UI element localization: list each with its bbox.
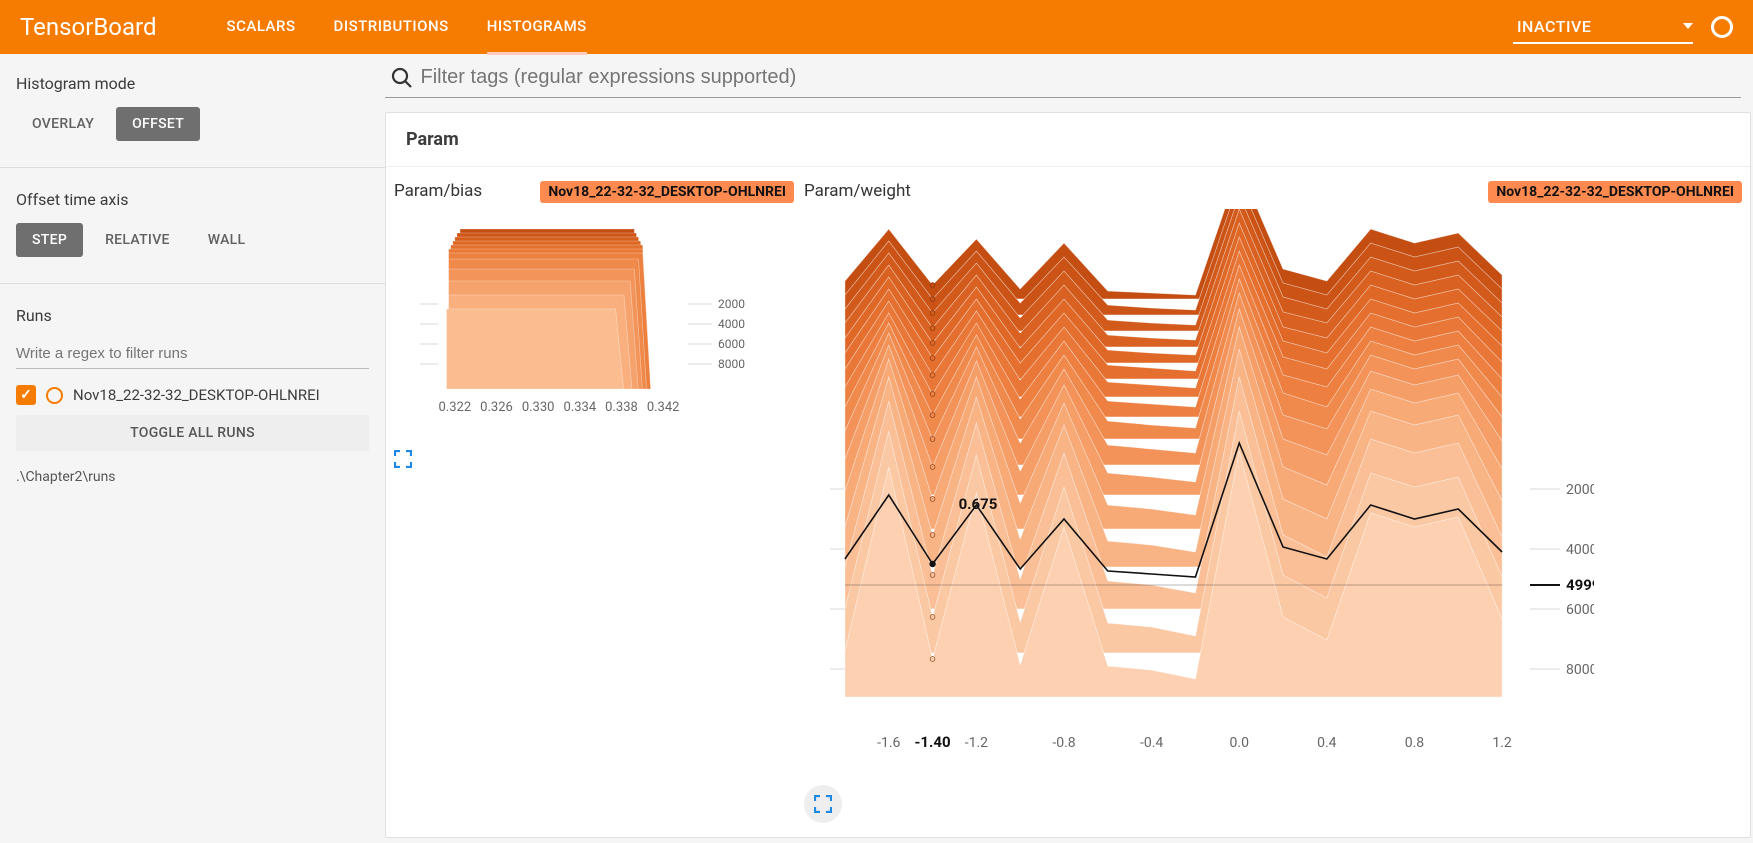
run-row[interactable]: ✓ Nov18_22-32-32_DESKTOP-OHLNREI: [16, 385, 369, 405]
divider: [0, 167, 385, 168]
expand-icon: [814, 795, 832, 813]
axis-step-button[interactable]: STEP: [16, 223, 83, 257]
svg-text:2000: 2000: [1566, 482, 1594, 498]
runs-filter-input[interactable]: [16, 339, 369, 369]
run-name: Nov18_22-32-32_DESKTOP-OHLNREI: [73, 386, 320, 404]
run-chip: Nov18_22-32-32_DESKTOP-OHLNREI: [540, 181, 794, 203]
checkbox-checked-icon[interactable]: ✓: [16, 385, 36, 405]
reload-icon[interactable]: [1711, 16, 1733, 38]
mode-offset-button[interactable]: OFFSET: [116, 107, 200, 141]
tag-filter-bar: [385, 54, 1741, 98]
svg-text:8000: 8000: [718, 357, 745, 371]
inactive-plugins-select[interactable]: INACTIVE: [1513, 11, 1693, 44]
svg-text:6000: 6000: [1566, 602, 1594, 618]
svg-text:-0.4: -0.4: [1140, 735, 1163, 751]
chart-bias: Param/bias Nov18_22-32-32_DESKTOP-OHLNRE…: [394, 181, 794, 823]
main-content: Param Param/bias Nov18_22-32-32_DESKTOP-…: [385, 54, 1753, 843]
expand-icon[interactable]: [394, 450, 794, 468]
axis-wall-button[interactable]: WALL: [192, 223, 262, 257]
svg-text:1.2: 1.2: [1492, 735, 1512, 751]
chart-weight-plot[interactable]: 2000 4000 6000 8000 0.675 4999 -1.6 -1.2 -0.8 -0.…: [804, 209, 1594, 779]
logo: TensorBoard: [20, 13, 157, 41]
svg-text:-1.2: -1.2: [965, 735, 988, 751]
chart-bias-title: Param/bias: [394, 181, 482, 201]
app-header: TensorBoard SCALARS DISTRIBUTIONS HISTOG…: [0, 0, 1753, 54]
divider: [0, 283, 385, 284]
svg-text:0.675: 0.675: [959, 495, 998, 513]
offset-axis-group: STEP RELATIVE WALL: [16, 223, 369, 257]
svg-text:0.4: 0.4: [1317, 735, 1337, 751]
run-color-swatch: [46, 387, 63, 404]
svg-text:0.0: 0.0: [1230, 735, 1250, 751]
chart-weight-title: Param/weight: [804, 181, 911, 201]
svg-text:8000: 8000: [1566, 662, 1594, 678]
svg-text:0.334: 0.334: [564, 400, 597, 415]
tab-histograms[interactable]: HISTOGRAMS: [487, 0, 587, 55]
param-card: Param Param/bias Nov18_22-32-32_DESKTOP-…: [385, 112, 1751, 838]
chevron-down-icon: [1683, 23, 1693, 29]
offset-axis-label: Offset time axis: [16, 190, 369, 209]
svg-text:-0.8: -0.8: [1052, 735, 1075, 751]
svg-text:0.338: 0.338: [605, 400, 638, 415]
expand-button[interactable]: [804, 785, 842, 823]
search-icon: [391, 67, 413, 89]
svg-text:2000: 2000: [718, 297, 745, 311]
svg-text:0.326: 0.326: [480, 400, 513, 415]
sidebar: Histogram mode OVERLAY OFFSET Offset tim…: [0, 54, 385, 843]
inactive-label: INACTIVE: [1517, 17, 1591, 36]
svg-text:6000: 6000: [718, 337, 745, 351]
tab-distributions[interactable]: DISTRIBUTIONS: [334, 0, 449, 55]
run-chip: Nov18_22-32-32_DESKTOP-OHLNREI: [1488, 181, 1742, 203]
card-title: Param: [386, 113, 1750, 167]
header-tabs: SCALARS DISTRIBUTIONS HISTOGRAMS: [227, 0, 587, 55]
svg-text:0.322: 0.322: [439, 400, 472, 415]
svg-text:4000: 4000: [718, 317, 745, 331]
svg-text:0.342: 0.342: [647, 400, 680, 415]
axis-relative-button[interactable]: RELATIVE: [89, 223, 186, 257]
chart-bias-plot[interactable]: 2000 4000 6000 8000 0.322 0.326 0.330 0.334 0.33…: [394, 209, 764, 444]
svg-text:4000: 4000: [1566, 542, 1594, 558]
runs-label: Runs: [16, 306, 369, 325]
svg-text:-1.40: -1.40: [915, 733, 951, 751]
tab-scalars[interactable]: SCALARS: [227, 0, 296, 55]
chart-weight: Param/weight Nov18_22-32-32_DESKTOP-OHLN…: [804, 181, 1742, 823]
svg-text:-1.6: -1.6: [877, 735, 900, 751]
svg-text:4999: 4999: [1566, 576, 1594, 594]
svg-text:0.330: 0.330: [522, 400, 555, 415]
runs-path: .\Chapter2\runs: [16, 469, 369, 485]
svg-text:0.8: 0.8: [1405, 735, 1425, 751]
toggle-all-runs-button[interactable]: TOGGLE ALL RUNS: [16, 415, 369, 451]
histogram-mode-label: Histogram mode: [16, 74, 369, 93]
tag-filter-input[interactable]: [421, 66, 1735, 89]
mode-overlay-button[interactable]: OVERLAY: [16, 107, 110, 141]
histogram-mode-group: OVERLAY OFFSET: [16, 107, 369, 141]
header-right: INACTIVE: [1513, 11, 1733, 44]
